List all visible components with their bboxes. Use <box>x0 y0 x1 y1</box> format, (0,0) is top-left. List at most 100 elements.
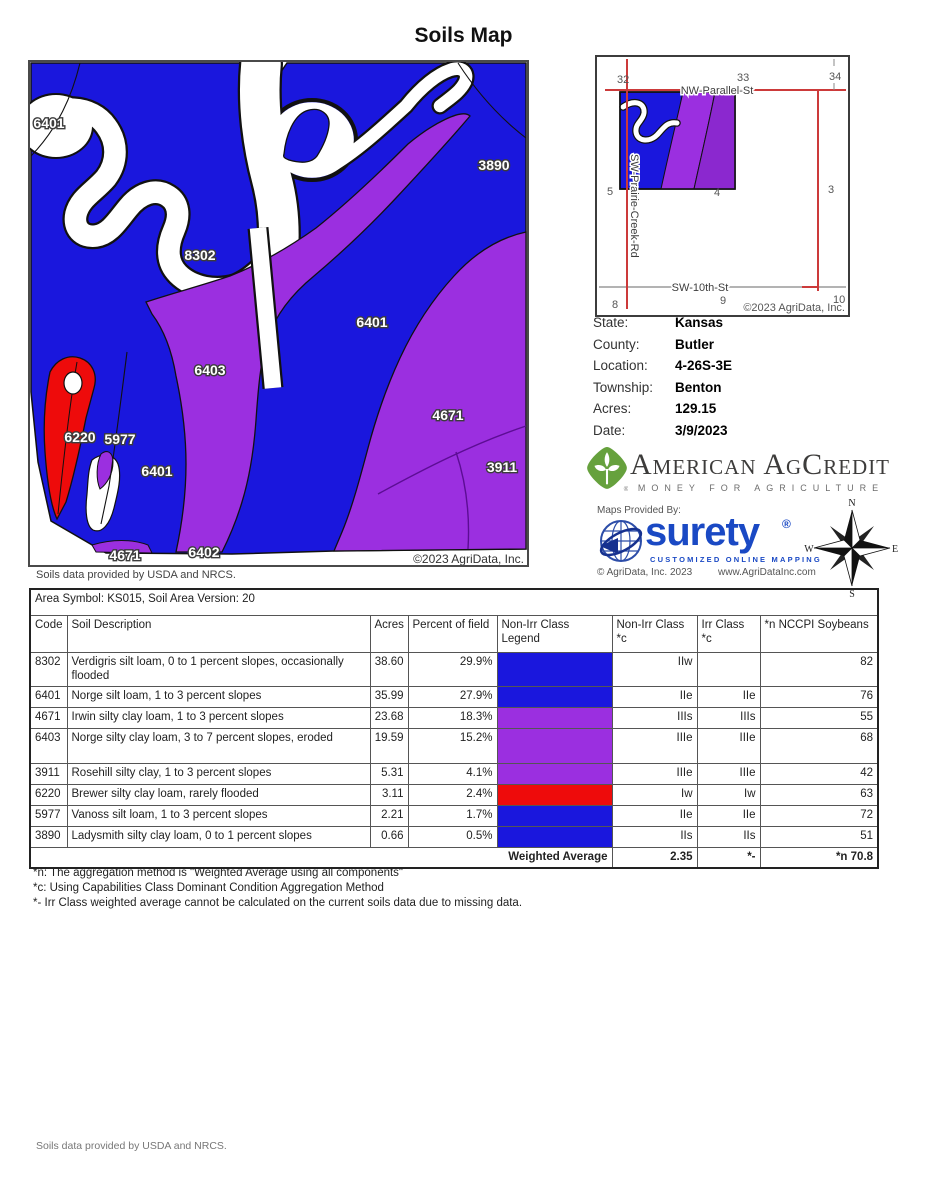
blue-island <box>283 108 330 163</box>
soil-boundary-lines-3911 <box>377 425 527 550</box>
white-strip <box>247 227 284 389</box>
soil-region-6403 <box>145 113 471 553</box>
col-header-nccpi: *n NCCPI Soybeans <box>759 615 879 653</box>
roads <box>599 59 846 309</box>
soil-label: 8302 <box>184 247 215 263</box>
table-header-row: Code Soil Description Acres Percent of f… <box>29 615 879 653</box>
cell-description: Rosehill silty clay, 1 to 3 percent slop… <box>66 762 371 785</box>
maps-provided-by-label: Maps Provided By: <box>597 505 681 516</box>
section-number: 9 <box>720 295 726 307</box>
soil-label: 4671 <box>432 407 463 423</box>
col-header-code: Code <box>29 615 68 653</box>
cell-nonirr: IIIe <box>611 727 698 764</box>
cell-nonirr: Iw <box>611 783 698 806</box>
info-value: 129.15 <box>675 401 717 416</box>
soil-label: 3911 <box>487 459 518 475</box>
soil-label: 6401 <box>356 314 387 330</box>
soil-label: 6220 <box>64 429 95 445</box>
legend-color-swatch <box>496 685 613 708</box>
cell-nccpi: 76 <box>759 685 879 708</box>
area-symbol-line: Area Symbol: KS015, Soil Area Version: 2… <box>29 588 879 616</box>
surety-wordmark: surety <box>645 510 760 554</box>
surety-url: www.AgriDataInc.com <box>718 567 816 578</box>
cell-acres: 23.68 <box>369 706 409 729</box>
cell-nccpi: 55 <box>759 706 879 729</box>
section-number: 5 <box>607 186 613 198</box>
info-label: Township: <box>593 379 654 395</box>
cell-irr: IIIe <box>696 762 761 785</box>
cell-nonirr: IIIs <box>611 706 698 729</box>
white-notch <box>63 371 83 395</box>
compass-n: N <box>848 498 855 509</box>
footnote-c: *c: Using Capabilities Class Dominant Co… <box>33 882 384 894</box>
soil-label: 4671 <box>109 547 140 563</box>
svg-text:®: ® <box>624 485 628 492</box>
section-number: 4 <box>714 187 720 199</box>
info-row-location: Location: 4-26S-3E <box>593 358 853 379</box>
col-header-legend: Non-Irr Class Legend <box>496 615 613 653</box>
compass-w: W <box>804 544 814 555</box>
soil-region-6220 <box>43 356 96 521</box>
legend-color-swatch <box>496 762 613 785</box>
table-row: 4671 Irwin silty clay loam, 1 to 3 perce… <box>29 706 879 729</box>
road-label-top: NW-Parallel-St <box>681 85 754 97</box>
soil-label: 3890 <box>478 157 509 173</box>
info-label: Date: <box>593 422 626 438</box>
surety-registered-mark: ® <box>782 517 791 531</box>
cell-acres: 2.21 <box>369 804 409 827</box>
info-value: Benton <box>675 379 722 395</box>
cell-nccpi: 72 <box>759 804 879 827</box>
legend-color-swatch <box>496 804 613 827</box>
legend-color-swatch <box>496 727 613 764</box>
cell-irr <box>696 652 761 687</box>
compass-rose-icon: N S E W <box>804 496 900 600</box>
section-number: 34 <box>829 71 841 83</box>
section-numbers: 32 33 34 5 3 4 8 9 10 <box>607 71 845 311</box>
cell-code: 3890 <box>29 825 68 848</box>
legend-color-swatch <box>496 652 613 687</box>
info-label: Acres: <box>593 401 632 416</box>
info-row-date: Date: 3/9/2023 <box>593 423 853 444</box>
table-row: 6220 Brewer silty clay loam, rarely floo… <box>29 783 879 806</box>
cell-irr: IIe <box>696 804 761 827</box>
locator-map: NW-Parallel-St SW-10th-St SW-Prairie-Cre… <box>595 55 850 317</box>
col-header-irr: Irr Class *c <box>696 615 761 653</box>
cell-code: 6401 <box>29 685 68 708</box>
surety-subtitle: CUSTOMIZED ONLINE MAPPING <box>650 555 822 564</box>
cell-description: Ladysmith silty clay loam, 0 to 1 percen… <box>66 825 371 848</box>
info-label: Location: <box>593 358 648 373</box>
cell-irr: IIIs <box>696 706 761 729</box>
cell-percent: 4.1% <box>407 762 498 785</box>
cell-nccpi: 42 <box>759 762 879 785</box>
soil-label: 6402 <box>188 544 219 560</box>
cell-percent: 18.3% <box>407 706 498 729</box>
cell-acres: 38.60 <box>369 652 409 687</box>
legend-color-swatch <box>496 783 613 806</box>
soil-label: 6401 <box>33 115 64 131</box>
cell-code: 8302 <box>29 652 68 687</box>
cell-irr: IIe <box>696 685 761 708</box>
mini-soil-map <box>619 91 736 190</box>
section-number: 32 <box>617 74 629 86</box>
cell-code: 5977 <box>29 804 68 827</box>
cell-percent: 0.5% <box>407 825 498 848</box>
soil-label: 6401 <box>141 463 172 479</box>
purple-sliver-4671 <box>91 540 153 554</box>
info-value: Kansas <box>675 315 724 330</box>
cell-nonirr: IIIe <box>611 762 698 785</box>
cell-description: Vanoss silt loam, 1 to 3 percent slopes <box>66 804 371 827</box>
cell-acres: 3.11 <box>369 783 409 806</box>
footnote-n: *n: The aggregation method is "Weighted … <box>33 867 404 879</box>
info-row-county: County: Butler <box>593 337 853 358</box>
cell-code: 4671 <box>29 706 68 729</box>
table-row: 5977 Vanoss silt loam, 1 to 3 percent sl… <box>29 804 879 827</box>
footer-source-note: Soils data provided by USDA and NRCS. <box>36 1140 227 1152</box>
soil-region-4671 <box>333 231 527 552</box>
cell-percent: 2.4% <box>407 783 498 806</box>
cell-code: 6220 <box>29 783 68 806</box>
weighted-average-label: Weighted Average <box>29 846 613 869</box>
info-value: 4-26S-3E <box>675 358 733 373</box>
cell-acres: 35.99 <box>369 685 409 708</box>
info-label: County: <box>593 336 640 352</box>
